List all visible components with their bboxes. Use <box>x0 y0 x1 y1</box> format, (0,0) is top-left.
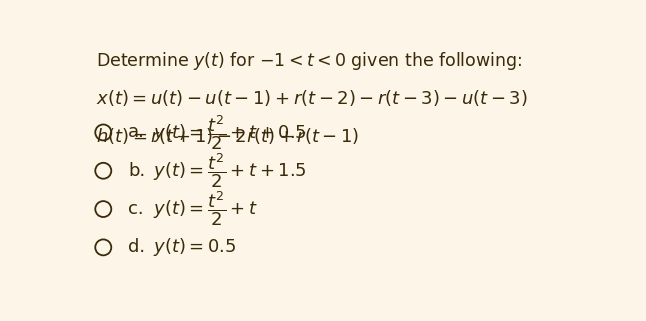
Text: $x(t) = u(t) - u(t-1) + r(t-2) - r(t-3) - u(t-3)$: $x(t) = u(t) - u(t-1) + r(t-2) - r(t-3) … <box>96 88 528 108</box>
Text: a.: a. <box>129 124 145 142</box>
Text: d.: d. <box>129 239 145 256</box>
Text: $y(t) = \dfrac{t^2}{2} + t + 1.5$: $y(t) = \dfrac{t^2}{2} + t + 1.5$ <box>153 152 307 190</box>
Text: $y(t) = \dfrac{t^2}{2} + t + 0.5$: $y(t) = \dfrac{t^2}{2} + t + 0.5$ <box>153 113 307 152</box>
Text: Determine $y(t)$ for $-1 < t < 0$ given the following:: Determine $y(t)$ for $-1 < t < 0$ given … <box>96 50 522 72</box>
Text: c.: c. <box>129 200 144 218</box>
Text: b.: b. <box>129 162 145 180</box>
Text: $h(t) = r(t+1) - 2r(t) + r(t-1)$: $h(t) = r(t+1) - 2r(t) + r(t-1)$ <box>96 126 359 146</box>
Text: $y(t) = \dfrac{t^2}{2} + t$: $y(t) = \dfrac{t^2}{2} + t$ <box>153 190 258 229</box>
Text: $y(t) = 0.5$: $y(t) = 0.5$ <box>153 236 236 258</box>
